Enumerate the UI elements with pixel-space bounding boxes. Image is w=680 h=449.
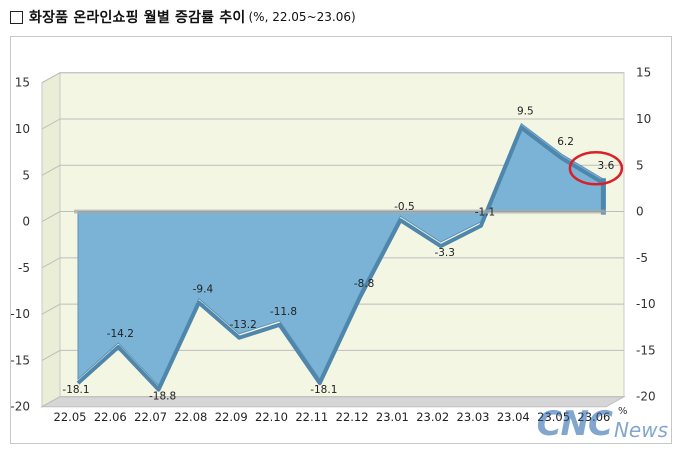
data-label: -14.2 xyxy=(107,328,134,340)
x-tick-label: 23.01 xyxy=(376,410,409,424)
left-axis-labels: 15 10 5 0 -5 -10 -15 -20 xyxy=(10,76,30,414)
y-tick-label-left: 10 xyxy=(15,122,30,136)
x-tick-label: 23.02 xyxy=(416,410,449,424)
y-tick-label-right: 0 xyxy=(636,205,644,219)
x-tick-label: 23.06 xyxy=(577,410,610,424)
watermark-logo: CNC News xyxy=(537,407,668,441)
data-label: -11.8 xyxy=(270,306,297,318)
x-tick-label: 22.09 xyxy=(215,410,248,424)
y-tick-label-right: 5 xyxy=(636,158,644,172)
right-axis-labels: 15 10 5 0 -5 -10 -15 -20 xyxy=(636,66,656,404)
y-tick-label-right: 10 xyxy=(636,112,651,126)
gridline xyxy=(41,118,624,130)
y-tick-label-right: -10 xyxy=(636,297,656,311)
x-tick-label: 22.08 xyxy=(174,410,207,424)
y-tick-label-right: -20 xyxy=(636,390,656,404)
data-label: 3.6 xyxy=(598,160,615,172)
gridline xyxy=(41,396,624,408)
gridline xyxy=(41,303,624,315)
data-label: -18.1 xyxy=(62,384,89,396)
x-tick-label: 22.11 xyxy=(295,410,328,424)
data-label: -18.1 xyxy=(310,384,337,396)
data-label: -8.8 xyxy=(354,278,375,290)
data-label: -18.8 xyxy=(149,391,176,403)
data-label: -3.3 xyxy=(434,247,455,259)
y-tick-label-right: -5 xyxy=(636,251,648,265)
highlight-group xyxy=(568,150,624,186)
y-tick-label-right: 15 xyxy=(636,66,651,80)
watermark-suffix: News xyxy=(613,418,668,442)
area-edge xyxy=(76,125,603,392)
data-labels: -18.1 -14.2 -18.8 -9.4 -13.2 -11.8 -18.1 -8.8 -0… xyxy=(62,106,614,403)
chart-grid xyxy=(41,72,624,408)
gridline xyxy=(41,164,624,176)
data-label: 6.2 xyxy=(557,136,574,148)
x-tick-label: 23.04 xyxy=(497,410,530,424)
y-tick-label-left: 5 xyxy=(22,168,30,182)
watermark-brand: CNC xyxy=(536,404,613,444)
chart-title: 화장품 온라인쇼핑 월별 증감률 추이 xyxy=(29,10,246,26)
side-wall xyxy=(41,71,61,408)
gridline xyxy=(41,349,624,361)
x-tick-label: 22.05 xyxy=(54,410,87,424)
y-tick-label-right: -15 xyxy=(636,343,656,357)
gridline xyxy=(41,72,624,84)
area-end-face xyxy=(600,178,606,215)
x-tick-label: 22.07 xyxy=(134,410,167,424)
y-tick-label-left: -5 xyxy=(18,261,30,275)
area-series xyxy=(74,122,606,392)
data-label: -1.1 xyxy=(475,207,496,219)
y-tick-label-left: -10 xyxy=(10,307,30,321)
highlight-circle xyxy=(568,150,624,186)
x-tick-label: 23.05 xyxy=(537,410,570,424)
x-tick-label: 22.06 xyxy=(94,410,127,424)
square-bullet-icon xyxy=(10,10,23,24)
x-axis-labels: 22.05 22.06 22.07 22.08 22.09 22.10 22.11 22.12… xyxy=(54,406,628,424)
x-tick-label: 22.10 xyxy=(255,410,288,424)
chart-title-row: 화장품 온라인쇼핑 월별 증감률 추이 (%, 22.05~23.06) xyxy=(10,6,356,28)
x-tick-label: 23.03 xyxy=(457,410,490,424)
x-tick-label: 22.12 xyxy=(336,410,369,424)
data-label: -13.2 xyxy=(230,319,257,331)
gridline xyxy=(41,257,624,269)
y-tick-label-left: 0 xyxy=(22,215,30,229)
data-label: -9.4 xyxy=(193,284,214,296)
data-label: 9.5 xyxy=(517,106,534,118)
zero-ledge xyxy=(74,209,606,214)
data-label: -0.5 xyxy=(394,201,415,213)
y-tick-label-left: 15 xyxy=(15,76,30,90)
y-tick-label-left: -20 xyxy=(10,400,30,414)
chart-subtitle: (%, 22.05~23.06) xyxy=(248,10,356,24)
y-tick-label-left: -15 xyxy=(10,353,30,367)
x-unit-label: % xyxy=(618,406,628,417)
